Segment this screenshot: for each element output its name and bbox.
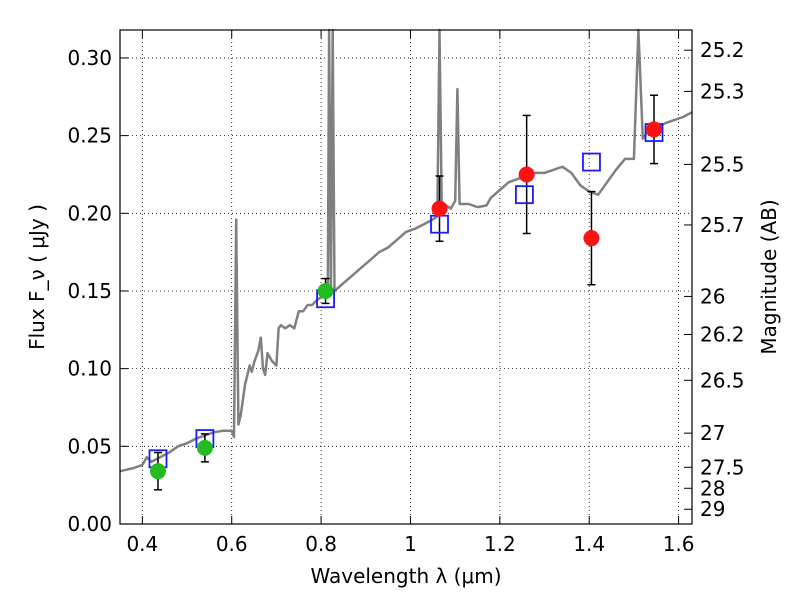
spectrum-line xyxy=(119,28,693,473)
nir-data-point xyxy=(431,200,448,217)
y-tick-label: 0.20 xyxy=(67,201,112,225)
x-tick-label: 1.4 xyxy=(573,532,605,556)
y-axis-label: Flux F_ν ( μJy ) xyxy=(25,204,49,350)
y-tick-label: 0.30 xyxy=(67,46,112,70)
nir-data-point xyxy=(518,166,535,183)
x-tick-label: 0.4 xyxy=(126,532,158,556)
nir-data-point xyxy=(583,230,600,247)
y-axis-right-label: Magnitude (AB) xyxy=(757,199,781,354)
nir-data-point xyxy=(646,121,663,138)
mag-tick-label: 25.5 xyxy=(700,152,745,176)
x-tick-label: 0.8 xyxy=(305,532,337,556)
y-tick-label: 0.25 xyxy=(67,124,112,148)
y-tick-label: 0.05 xyxy=(67,434,112,458)
mag-tick-label: 28 xyxy=(700,476,725,500)
mag-tick-label: 25.2 xyxy=(700,38,745,62)
mag-tick-label: 26 xyxy=(700,284,725,308)
mag-tick-label: 29 xyxy=(700,497,725,521)
y-tick-label: 0.15 xyxy=(67,279,112,303)
mag-tick-label: 26.5 xyxy=(700,368,745,392)
mag-tick-label: 27.5 xyxy=(700,455,745,479)
data-markers xyxy=(148,121,664,480)
x-tick-label: 1.2 xyxy=(484,532,516,556)
mag-tick-label: 25.3 xyxy=(700,79,745,103)
x-axis-label: Wavelength λ (μm) xyxy=(310,564,501,588)
model-photometry-square xyxy=(515,185,534,205)
x-tick-label: 1.6 xyxy=(663,532,695,556)
model-spectrum xyxy=(119,28,693,473)
axis-ticks: 0.4 0.6 0.8 1 1.2 1.4 1.6 0.00 0.05 0.10 0.15 0.20 0… xyxy=(67,30,745,556)
y-tick-label: 0.10 xyxy=(67,357,112,381)
mag-tick-label: 25.7 xyxy=(700,213,745,237)
optical-data-point xyxy=(317,282,334,299)
mag-tick-label: 26.2 xyxy=(700,322,745,346)
x-tick-label: 0.6 xyxy=(216,532,248,556)
model-photometry-square xyxy=(582,152,601,172)
mag-tick-label: 27 xyxy=(700,421,725,445)
y-tick-label: 0.00 xyxy=(67,512,112,536)
optical-data-point xyxy=(149,463,166,480)
optical-data-point xyxy=(196,439,213,456)
plot-frame xyxy=(119,29,693,525)
x-tick-label: 1 xyxy=(404,532,417,556)
